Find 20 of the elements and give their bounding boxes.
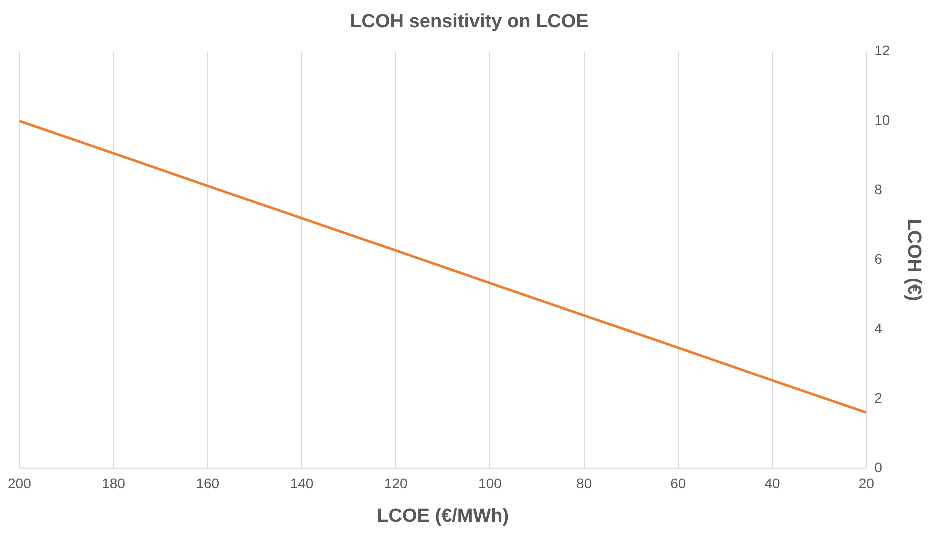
x-tick-label: 140 xyxy=(290,476,314,492)
y-tick-label: 6 xyxy=(874,250,883,267)
y-tick-label: 4 xyxy=(874,320,883,336)
y-tick-label: 12 xyxy=(874,42,890,59)
x-tick-label: 100 xyxy=(478,476,502,492)
x-tick-label: 160 xyxy=(196,476,220,492)
x-tick-label: 60 xyxy=(670,476,686,492)
x-tick-label: 180 xyxy=(102,476,126,492)
y-tick-label: 0 xyxy=(874,459,883,476)
x-tick-label: 200 xyxy=(8,476,32,492)
y-tick-label: 8 xyxy=(874,182,883,198)
x-tick-label: 20 xyxy=(858,476,875,492)
x-tick-label: 120 xyxy=(384,476,408,492)
x-tick-label: 40 xyxy=(764,476,781,492)
chart-title: LCOH sensitivity on LCOE xyxy=(350,12,589,33)
y-tick-label: 10 xyxy=(874,112,890,128)
x-axis-title: LCOE (€/MWh) xyxy=(377,506,510,527)
x-tick-label: 80 xyxy=(576,476,592,492)
y-tick-label: 2 xyxy=(874,390,883,406)
y-axis-title: LCOH (€) xyxy=(903,218,924,302)
